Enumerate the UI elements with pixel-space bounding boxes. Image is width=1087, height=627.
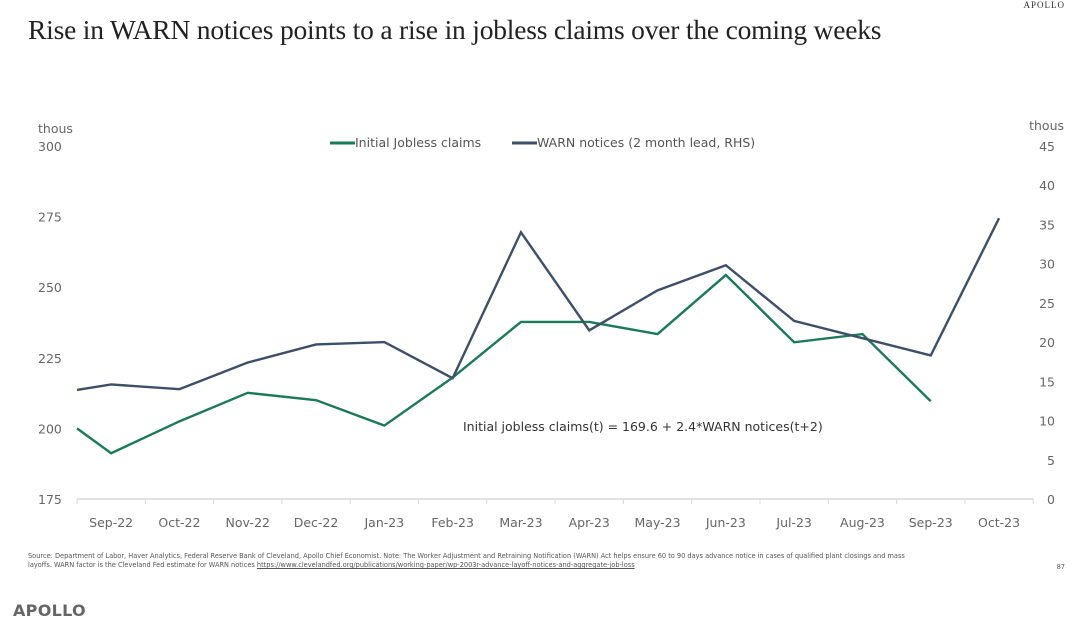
right-axis-tick: 25 [1039, 296, 1055, 311]
series [76, 217, 1001, 455]
legend-label-jobless: Initial Jobless claims [355, 135, 481, 150]
left-axis-tick: 250 [38, 280, 62, 295]
source-link[interactable]: https://www.clevelandfed.org/publication… [256, 561, 635, 569]
right-axis-tick: 40 [1039, 178, 1055, 193]
left-axis-tick: 200 [38, 421, 62, 436]
right-axis-unit: thous [1029, 118, 1064, 133]
right-axis-tick: 20 [1039, 335, 1055, 350]
source-line-2: layoffs. WARN factor is the Cleveland Fe… [28, 561, 255, 569]
right-axis-tick: 30 [1039, 257, 1055, 272]
x-axis-tick-label: Jun-23 [705, 515, 746, 530]
x-axis-tick-label: Dec-22 [294, 515, 339, 530]
source-note: Source: Department of Labor, Haver Analy… [28, 552, 1038, 570]
x-axis-tick-label: Mar-23 [499, 515, 542, 530]
x-axis-tick-label: Aug-23 [840, 515, 885, 530]
x-axis-tick-label: Sep-22 [89, 515, 133, 530]
left-axis-tick: 300 [38, 139, 62, 154]
left-axis: 175 200 225 250 275 300 [38, 139, 62, 507]
right-axis: 0 5 10 15 20 25 30 35 40 45 [1039, 139, 1055, 507]
regression-annotation: Initial jobless claims(t) = 169.6 + 2.4*… [463, 419, 823, 434]
left-axis-unit: thous [38, 121, 73, 136]
right-axis-tick: 0 [1047, 492, 1055, 507]
line-jobless-claims [76, 273, 932, 455]
right-axis-tick: 5 [1047, 453, 1055, 468]
x-axis-tick-label: Apr-23 [569, 515, 610, 530]
left-axis-tick: 175 [38, 492, 62, 507]
x-axis-tick-label: Jul-23 [775, 515, 812, 530]
right-axis-tick: 45 [1039, 139, 1055, 154]
legend: Initial Jobless claims WARN notices (2 m… [330, 135, 755, 150]
right-axis-tick: 15 [1039, 374, 1055, 389]
left-axis-tick: 225 [38, 351, 62, 366]
x-axis-tick-label: Feb-23 [431, 515, 474, 530]
x-axis-tick-label: Oct-22 [158, 515, 200, 530]
source-line-1: Source: Department of Labor, Haver Analy… [28, 552, 905, 560]
right-axis-tick: 35 [1039, 217, 1055, 232]
x-axis: Sep-22 Oct-22 Nov-22 Dec-22 Jan-23 Feb-23 Mar-… [76, 498, 1034, 530]
right-axis-tick: 10 [1039, 414, 1055, 429]
brand-logo-top: APOLLO [1023, 0, 1065, 10]
x-axis-tick-label: May-23 [635, 515, 681, 530]
legend-label-warn: WARN notices (2 month lead, RHS) [537, 135, 755, 150]
x-axis-tick-label: Oct-23 [978, 515, 1020, 530]
left-axis-tick: 275 [38, 210, 62, 225]
page-number: 87 [1056, 563, 1065, 571]
line-warn-notices [76, 217, 1001, 392]
x-axis-tick-label: Jan-23 [364, 515, 405, 530]
chart-title: Rise in WARN notices points to a rise in… [28, 14, 882, 45]
x-axis-tick-label: Nov-22 [226, 515, 270, 530]
brand-logo-bottom: APOLLO [13, 601, 86, 620]
x-axis-tick-label: Sep-23 [909, 515, 953, 530]
